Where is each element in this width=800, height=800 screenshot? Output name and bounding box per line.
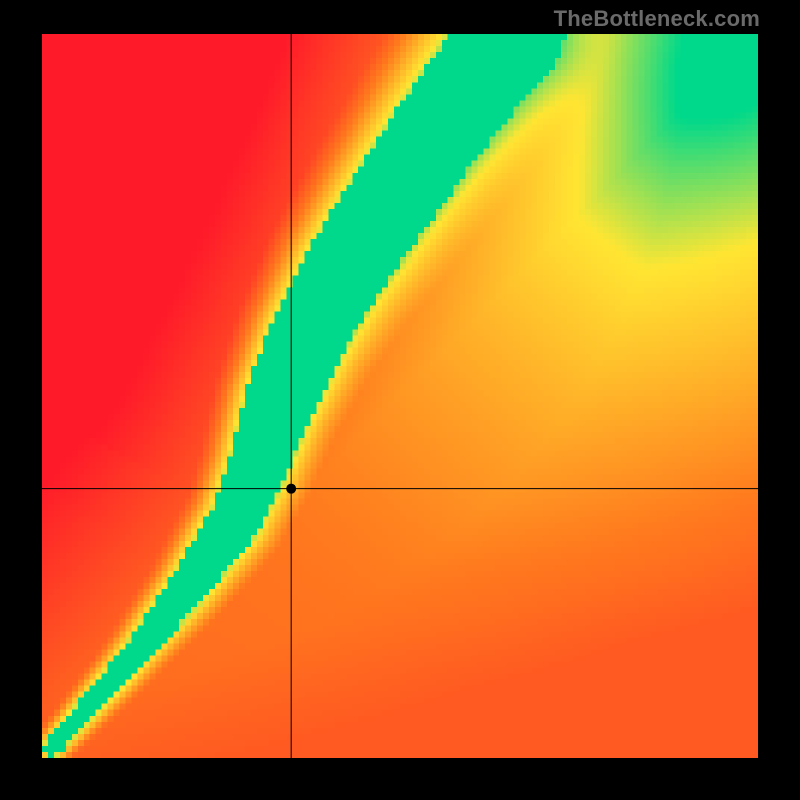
bottleneck-heatmap [42,34,758,758]
chart-container: { "watermark": { "text": "TheBottleneck.… [0,0,800,800]
watermark-text: TheBottleneck.com [554,6,760,32]
